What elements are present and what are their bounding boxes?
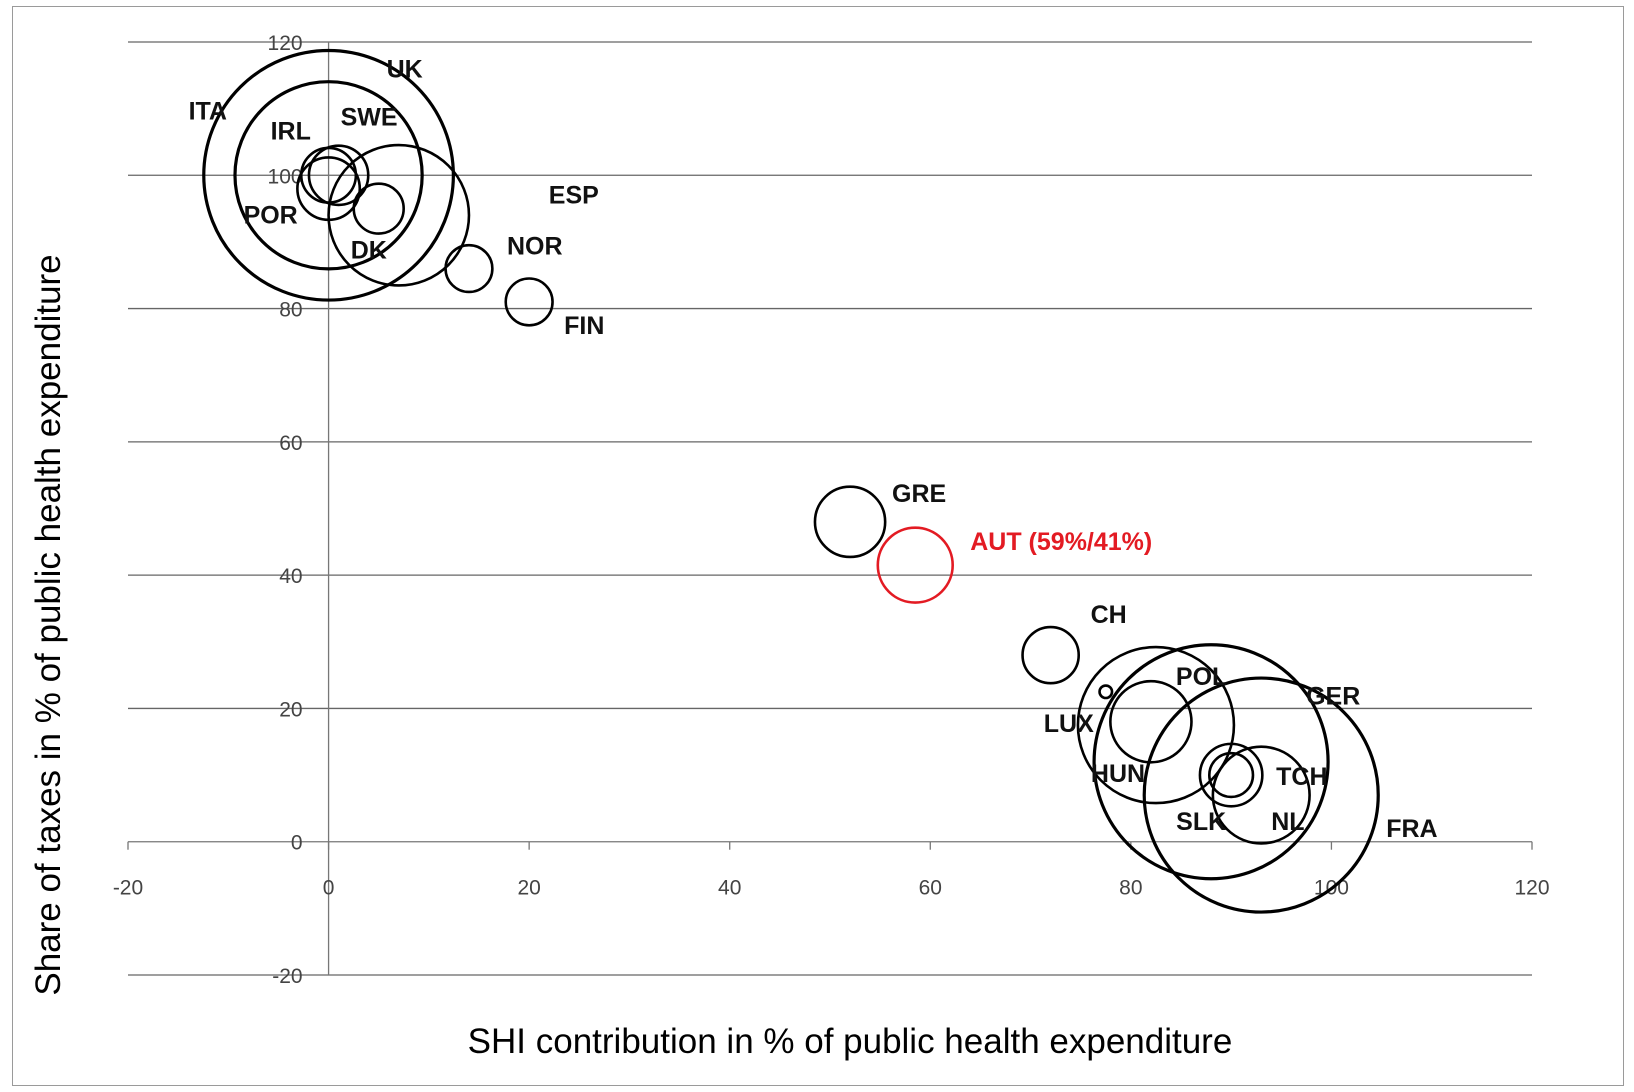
bubble-label-nor: NOR [507, 233, 563, 261]
x-tick-label-60: 60 [919, 877, 942, 900]
bubble-por [296, 156, 362, 222]
bubble-label-esp: ESP [549, 181, 599, 209]
bubble-dk [352, 182, 405, 235]
bubble-gre [813, 485, 887, 559]
bubbles [202, 48, 1380, 914]
bubble-fra [1142, 676, 1380, 914]
bubble-label-fra: FRA [1386, 815, 1437, 843]
chart-frame [12, 6, 1624, 1086]
y-tick-label-20: 20 [279, 698, 302, 721]
bubble-swe [307, 144, 370, 207]
bubble-labels: UK ITA ESP IRL SWE POR DK NOR FIN GRE AUT (59%/41%… [189, 55, 1438, 843]
y-tick-label-40: 40 [279, 565, 302, 588]
bubble-nor [444, 243, 494, 294]
bubble-lux [1098, 684, 1114, 700]
bubble-label-swe: SWE [341, 103, 398, 131]
x-tick-label-40: 40 [718, 877, 741, 900]
bubble-pol [1076, 645, 1236, 805]
bubble-label-lux: LUX [1044, 710, 1094, 738]
x-tick-label-0: 0 [323, 877, 335, 900]
y-axis-title: Share of taxes in % of public health exp… [29, 254, 68, 995]
bubble-label-fin: FIN [564, 312, 604, 340]
bubble-tch [1198, 742, 1264, 808]
x-tick-label-80: 80 [1119, 877, 1142, 900]
bubble-label-uk: UK [387, 55, 423, 83]
bubble-ger [1092, 643, 1330, 881]
bubble-fin [504, 277, 554, 327]
y-tick-label-120: 120 [268, 32, 303, 55]
bubble-slk [1208, 751, 1255, 799]
y-tick-label-60: 60 [279, 432, 302, 455]
y-tick-label-80: 80 [279, 299, 302, 322]
bubble-label-irl: IRL [271, 117, 311, 145]
bubble-label-slk: SLK [1176, 808, 1226, 836]
bubble-label-dk: DK [351, 237, 387, 265]
bubble-label-hun: HUN [1091, 760, 1145, 788]
bubble-ita [233, 80, 424, 271]
bubble-label-aut-59-41: AUT (59%/41%) [970, 528, 1152, 556]
x-tick-label-20: 20 [517, 877, 540, 900]
bubble-label-nl: NL [1271, 808, 1304, 836]
y-tick-label-0: 0 [291, 832, 303, 855]
x-tick-label-120: 120 [1514, 877, 1549, 900]
bubble-aut-59-41 [876, 526, 954, 604]
bubble-uk [202, 48, 455, 302]
bubble-label-gre: GRE [892, 480, 946, 508]
gridlines [128, 41, 1532, 976]
bubble-label-por: POR [244, 202, 298, 230]
bubble-nl [1211, 745, 1311, 845]
y-tick-label--20: -20 [272, 965, 302, 988]
bubble-label-ita: ITA [189, 97, 227, 125]
x-tick-label--20: -20 [113, 877, 143, 900]
bubble-label-tch: TCH [1276, 763, 1327, 791]
axes [127, 42, 1533, 975]
x-axis-title: SHI contribution in % of public health e… [468, 1022, 1233, 1061]
bubble-ch [1021, 625, 1081, 685]
bubble-label-pol: POL [1176, 663, 1227, 691]
bubble-hun [1109, 679, 1193, 764]
bubble-label-ger: GER [1306, 683, 1360, 711]
bubble-label-ch: CH [1091, 601, 1127, 629]
y-tick-label-100: 100 [268, 165, 303, 188]
bubble-esp [327, 143, 471, 287]
